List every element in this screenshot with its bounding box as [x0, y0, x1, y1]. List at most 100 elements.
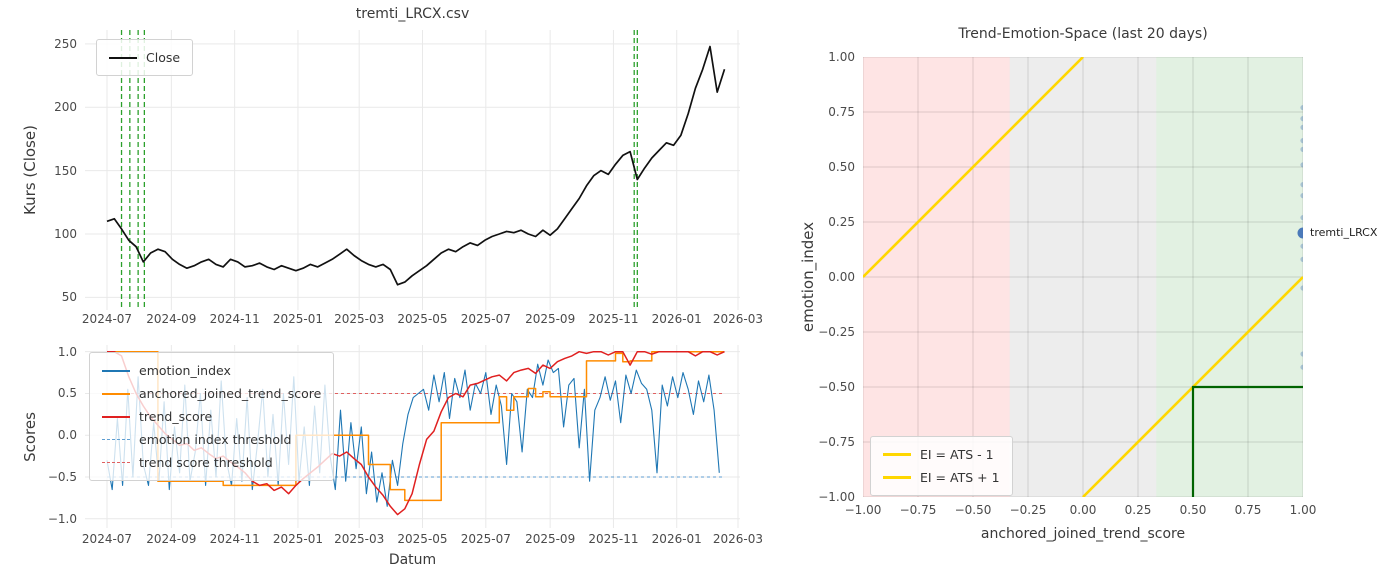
- x-tick-label: 2026-03: [712, 532, 764, 546]
- scatter-point: [1300, 124, 1303, 130]
- x-tick-label: 2025-11: [588, 532, 639, 546]
- space-legend: EI = ATS - 1 EI = ATS + 1: [870, 436, 1013, 496]
- x-tick-label: −0.75: [899, 503, 937, 517]
- emotion-threshold-line-swatch: [102, 439, 130, 440]
- scatter-point: [1300, 243, 1303, 249]
- scatter-point: [1300, 256, 1303, 262]
- y-tick-label: 0.5: [57, 386, 77, 401]
- legend-label: trend score threshold: [139, 455, 273, 470]
- x-tick-label: 2026-01: [651, 312, 702, 326]
- positive-zone: [1156, 57, 1303, 497]
- x-tick-label: 2026-03: [712, 312, 764, 326]
- y-tick-label: 0.50: [828, 160, 855, 174]
- scatter-point: [1300, 116, 1303, 122]
- legend-item-emotion-index: emotion_index: [102, 359, 321, 382]
- scatter-point: [1300, 351, 1303, 357]
- legend-item-ei-ats-plus-1: EI = ATS + 1: [883, 466, 1000, 489]
- price-legend: Close: [96, 39, 194, 76]
- y-tick-label: 250: [54, 36, 77, 51]
- y-tick-label: −0.25: [818, 325, 855, 339]
- series-line-Close: [106, 45, 726, 286]
- y-tick-label: 1.00: [828, 50, 855, 64]
- y-tick-label: −0.50: [818, 380, 855, 394]
- x-tick-label: 2024-09: [146, 532, 197, 546]
- highlight-point-annotation: tremti_LRCX: [1310, 226, 1378, 239]
- x-tick-label: 0.25: [1124, 503, 1152, 517]
- scatter-point: [1300, 162, 1303, 168]
- x-tick-label: 2025-03: [334, 312, 385, 326]
- x-tick-label: 2025-07: [460, 532, 511, 546]
- neutral-zone: [1009, 57, 1157, 497]
- x-tick-label: 2025-01: [272, 312, 324, 326]
- trend-threshold-line-swatch: [102, 462, 130, 463]
- x-tick-label: 2024-07: [81, 532, 133, 546]
- scatter-point: [1300, 182, 1303, 188]
- highlight-scatter-point: [1297, 227, 1303, 239]
- space-plot-area: [863, 57, 1303, 497]
- y-tick-label: 50: [61, 290, 77, 305]
- x-tick-label: −0.25: [1009, 503, 1047, 517]
- emotion-index-line-swatch: [102, 369, 130, 372]
- y-tick-label: 0.25: [828, 215, 855, 229]
- anchored-trend-line-swatch: [102, 392, 130, 395]
- gold-line-swatch: [883, 453, 911, 456]
- scatter-point: [1300, 138, 1303, 144]
- legend-item-trend-score: trend_score: [102, 405, 321, 428]
- y-tick-label: 0.00: [828, 270, 855, 284]
- series-line-anchored_joined_trend_score: [107, 350, 725, 502]
- x-tick-label: 2024-11: [209, 312, 260, 326]
- scatter-point: [1300, 364, 1303, 370]
- y-tick-label: −0.75: [818, 435, 855, 449]
- negative-zone: [863, 57, 1010, 497]
- scatter-point: [1300, 193, 1303, 199]
- close-line-swatch: [109, 56, 137, 59]
- x-tick-label: 2025-01: [272, 532, 324, 546]
- legend-item-emotion-index-threshold: emotion index threshold: [102, 428, 321, 451]
- legend-label: anchored_joined_trend_score: [139, 386, 322, 401]
- y-tick-label: 150: [54, 163, 77, 178]
- x-tick-label: 0.00: [1069, 503, 1097, 517]
- price-plot-area: [85, 30, 740, 310]
- y-tick-label: 0.75: [828, 105, 855, 119]
- x-tick-label: 2024-09: [146, 312, 197, 326]
- ref-line-EIATS1: [863, 57, 1084, 278]
- x-tick-label: 2025-09: [525, 532, 576, 546]
- x-tick-label: 2025-05: [397, 312, 448, 326]
- x-tick-label: −1.00: [844, 503, 882, 517]
- scores-x-axis-label: Datum: [388, 552, 437, 568]
- legend-item-ei-ats-minus-1: EI = ATS - 1: [883, 443, 1000, 466]
- legend-label: Close: [146, 50, 181, 65]
- x-tick-label: −0.50: [954, 503, 992, 517]
- x-tick-label: 0.75: [1234, 503, 1262, 517]
- legend-label: emotion_index: [139, 363, 231, 378]
- legend-item-anchored-joined-trend-score: anchored_joined_trend_score: [102, 382, 321, 405]
- y-tick-label: −1.0: [47, 511, 77, 526]
- legend-item-close: Close: [109, 46, 180, 69]
- scatter-point: [1300, 105, 1303, 111]
- x-tick-label: 2024-11: [209, 532, 260, 546]
- gold-line-swatch: [883, 476, 911, 479]
- x-tick-label: 2026-01: [651, 532, 702, 546]
- scatter-point: [1300, 215, 1303, 221]
- x-tick-label: 2025-07: [460, 312, 511, 326]
- decision-boundary: [1191, 385, 1303, 497]
- scatter-point: [1300, 146, 1303, 152]
- x-tick-label: 0.50: [1179, 503, 1207, 517]
- y-tick-label: −1.00: [818, 490, 855, 504]
- space-x-axis-label: anchored_joined_trend_score: [980, 526, 1186, 542]
- x-tick-label: 2024-07: [81, 312, 133, 326]
- y-tick-label: 1.0: [57, 344, 77, 359]
- x-tick-label: 2025-09: [525, 312, 576, 326]
- legend-label: emotion index threshold: [139, 432, 292, 447]
- scores-legend: emotion_index anchored_joined_trend_scor…: [89, 352, 335, 481]
- space-chart-title: Trend-Emotion-Space (last 20 days): [958, 26, 1208, 42]
- price-chart-title: tremti_LRCX.csv: [355, 6, 470, 22]
- legend-label: EI = ATS + 1: [920, 470, 1000, 485]
- x-tick-label: 2025-11: [588, 312, 639, 326]
- y-tick-label: 100: [54, 226, 77, 241]
- legend-label: trend_score: [139, 409, 213, 424]
- x-tick-label: 2025-03: [334, 532, 385, 546]
- x-tick-label: 1.00: [1289, 503, 1317, 517]
- legend-item-trend-score-threshold: trend score threshold: [102, 451, 321, 474]
